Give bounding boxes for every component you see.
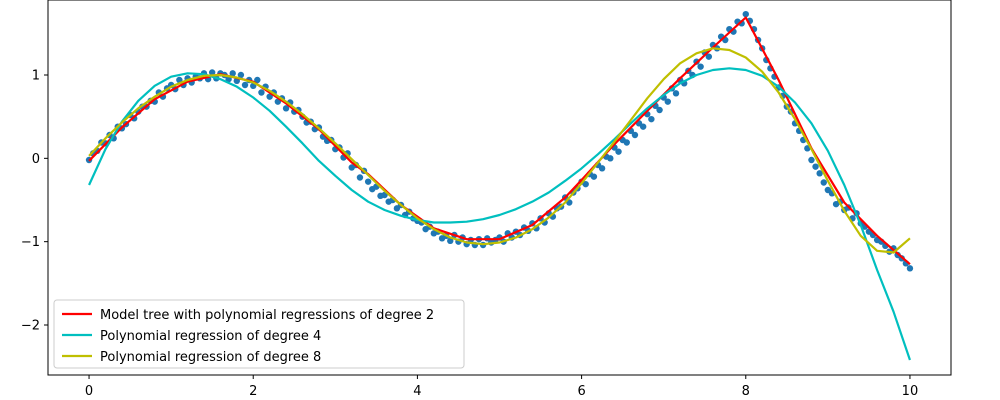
x-tick-label: 4	[413, 384, 421, 399]
x-axis: 0 2 4 6 8 10	[85, 375, 918, 399]
data-point	[237, 71, 245, 79]
x-tick-label: 0	[85, 384, 93, 399]
data-point	[607, 155, 614, 162]
polynomial-degree-8-line	[88, 47, 911, 254]
data-point	[266, 93, 273, 100]
data-point	[598, 165, 606, 172]
x-tick-label: 6	[577, 384, 585, 399]
data-point	[258, 89, 265, 96]
data-point	[906, 265, 914, 272]
data-point	[820, 179, 827, 186]
data-point	[664, 98, 671, 105]
legend-box	[53, 299, 465, 369]
data-point	[656, 106, 663, 114]
data-point	[282, 105, 290, 112]
y-axis: −2 −1 0 1	[21, 69, 48, 334]
legend-label-degree-4: Polynomial regression of degree 4	[100, 329, 321, 344]
y-tick-label: 0	[32, 152, 40, 167]
legend-label-model-tree: Model tree with polynomial regressions o…	[100, 308, 434, 323]
data-point	[631, 131, 639, 139]
data-point	[229, 70, 236, 77]
legend-label-degree-8: Polynomial regression of degree 8	[100, 350, 321, 365]
data-point	[742, 10, 749, 18]
legend: Model tree with polynomial regressions o…	[53, 299, 465, 369]
data-point	[812, 163, 819, 170]
data-point	[356, 174, 364, 181]
data-point	[447, 237, 454, 245]
x-tick-label: 10	[902, 384, 919, 399]
data-point	[615, 148, 622, 155]
data-point	[639, 123, 647, 130]
data-point	[816, 170, 823, 177]
polynomial-degree-4-line	[88, 67, 911, 361]
data-point	[254, 76, 261, 84]
y-tick-label: 1	[32, 69, 40, 84]
y-tick-label: −1	[21, 235, 40, 250]
data-point	[241, 81, 249, 89]
plot-area	[85, 10, 914, 361]
model-tree-line	[88, 16, 911, 266]
data-point	[672, 90, 680, 97]
y-tick-label: −2	[21, 319, 40, 334]
axes-frame	[47, 0, 952, 376]
data-point	[705, 53, 713, 60]
data-point	[623, 139, 630, 146]
data-point	[808, 156, 815, 164]
data-point	[590, 173, 598, 180]
x-tick-label: 2	[249, 384, 257, 399]
data-point	[364, 178, 372, 185]
data-point	[697, 63, 704, 70]
data-point	[208, 69, 216, 76]
data-point	[648, 115, 655, 123]
x-tick-label: 8	[742, 384, 750, 399]
data-point	[582, 180, 589, 188]
